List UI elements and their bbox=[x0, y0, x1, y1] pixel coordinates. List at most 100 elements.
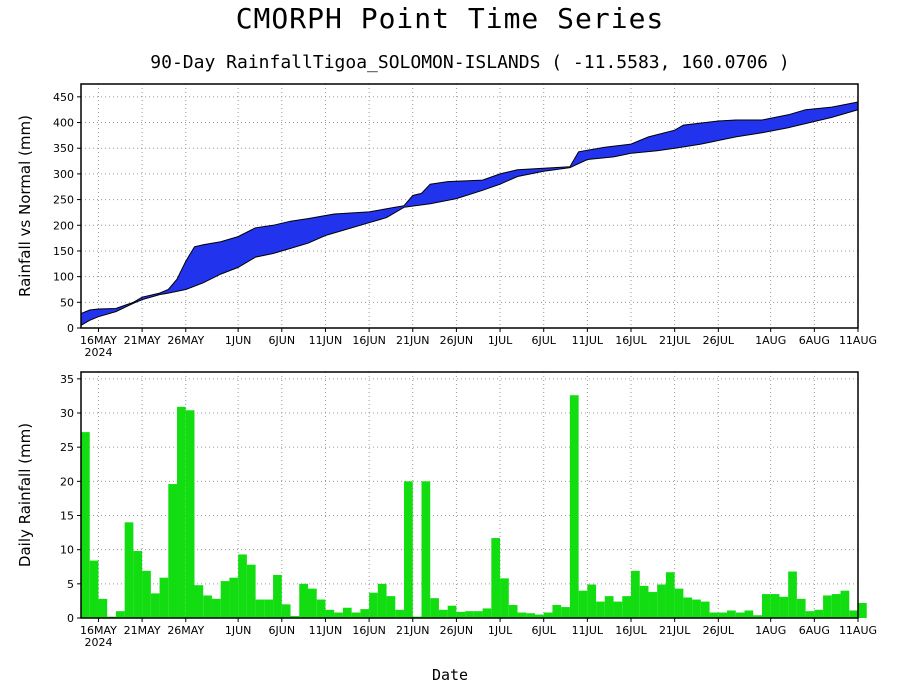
daily-rainfall-bar bbox=[395, 609, 405, 618]
daily-rainfall-bar bbox=[342, 607, 352, 618]
chart-title: CMORPH Point Time Series bbox=[235, 2, 665, 35]
daily-rainfall-bar bbox=[788, 571, 797, 618]
x-tick-label: 11JUN bbox=[309, 624, 343, 637]
daily-rainfall-bar bbox=[552, 605, 562, 618]
daily-rainfall-bar bbox=[587, 584, 597, 618]
daily-rainfall-bar bbox=[316, 599, 326, 618]
daily-rainfall-bar bbox=[779, 596, 789, 618]
daily-rainfall-bar bbox=[98, 598, 108, 618]
chart-subtitle: 90-Day RainfallTigoa_SOLOMON-ISLANDS ( -… bbox=[150, 52, 790, 73]
daily-rainfall-bar bbox=[211, 598, 221, 618]
x-tick-label: 26JUN bbox=[440, 624, 474, 637]
x-axis-title: Date bbox=[431, 666, 469, 684]
daily-rainfall-bar bbox=[185, 410, 195, 618]
daily-rainfall-bar bbox=[281, 604, 291, 618]
daily-rainfall-bar bbox=[273, 574, 282, 618]
y-tick-label: 400 bbox=[53, 117, 74, 130]
daily-rainfall-bar bbox=[770, 594, 780, 618]
x-tick-label: 1JUL bbox=[488, 624, 513, 637]
x-tick-label: 6JUL bbox=[531, 334, 556, 347]
daily-rainfall-bar bbox=[578, 590, 588, 618]
y-tick-label: 200 bbox=[53, 219, 74, 232]
daily-rainfall-bar bbox=[657, 584, 666, 618]
y-tick-label: 100 bbox=[53, 271, 74, 284]
daily-rainfall-bar bbox=[648, 592, 658, 618]
daily-rainfall-bar bbox=[814, 609, 824, 618]
x-tick-label: 21MAY bbox=[124, 334, 161, 347]
x-tick-label: 11AUG bbox=[839, 624, 877, 637]
daily-rainfall-bar bbox=[683, 597, 693, 618]
y-axis-title: Rainfall vs Normal (mm) bbox=[16, 115, 34, 297]
daily-rainfall-bar bbox=[569, 395, 579, 618]
y-tick-label: 0 bbox=[67, 612, 74, 625]
daily-rainfall-bar bbox=[631, 570, 640, 618]
x-tick-label: 21JUL bbox=[659, 624, 691, 637]
x-tick-label: 6AUG bbox=[799, 624, 830, 637]
daily-rainfall-bar bbox=[133, 551, 143, 618]
top-plot-frame bbox=[80, 83, 859, 329]
daily-rainfall-bar bbox=[430, 598, 439, 618]
daily-rainfall-bar bbox=[604, 596, 614, 618]
daily-rainfall-bar bbox=[81, 432, 90, 618]
daily-rainfall-bar bbox=[404, 481, 413, 618]
daily-rainfall-bar bbox=[709, 612, 719, 618]
daily-rainfall-bar bbox=[334, 612, 343, 618]
daily-rainfall-bar bbox=[369, 592, 378, 618]
daily-rainfall-bar bbox=[220, 581, 230, 618]
x-tick-label: 16JUN bbox=[352, 624, 386, 637]
daily-rainfall-bar bbox=[831, 594, 841, 618]
x-tick-label: 11JUL bbox=[572, 334, 604, 347]
daily-rainfall-bar bbox=[115, 611, 125, 618]
daily-rainfall-bar bbox=[473, 611, 483, 618]
x-tick-label: 26MAY bbox=[167, 334, 204, 347]
y-tick-label: 35 bbox=[60, 373, 74, 386]
rainfall-vs-normal-band bbox=[80, 101, 859, 327]
daily-rainfall-bar bbox=[325, 609, 335, 618]
daily-rainfall-bar bbox=[665, 572, 675, 618]
x-tick-label: 26JUL bbox=[703, 624, 735, 637]
x-tick-label: 16JUN bbox=[352, 334, 386, 347]
daily-rainfall-bar bbox=[500, 578, 509, 618]
daily-rainfall-bar bbox=[246, 564, 256, 618]
y-tick-label: 25 bbox=[60, 441, 74, 454]
y-axis-title: Daily Rainfall (mm) bbox=[16, 423, 34, 567]
daily-rainfall-bar bbox=[177, 406, 186, 618]
daily-rainfall-bar bbox=[386, 596, 396, 618]
y-tick-label: 10 bbox=[60, 544, 74, 557]
daily-rainfall-bar bbox=[491, 538, 501, 618]
x-tick-label: 6JUL bbox=[531, 624, 556, 637]
bottom-plot-frame bbox=[80, 371, 859, 619]
y-tick-label: 350 bbox=[53, 142, 74, 155]
daily-rainfall-bar bbox=[735, 612, 745, 618]
daily-rainfall-bar bbox=[168, 484, 178, 618]
daily-rainfall-bar bbox=[299, 583, 308, 618]
x-tick-label: 21JUN bbox=[396, 334, 430, 347]
x-tick-label: 1JUN bbox=[225, 624, 252, 637]
y-tick-label: 50 bbox=[60, 296, 74, 309]
daily-rainfall-bar bbox=[692, 599, 701, 618]
x-tick-label: 26JUL bbox=[703, 334, 735, 347]
daily-rainfall-bar bbox=[639, 585, 649, 618]
daily-rainfall-bar bbox=[613, 601, 623, 618]
daily-rainfall-bar bbox=[229, 577, 239, 618]
daily-rainfall-bar bbox=[508, 605, 518, 618]
x-tick-label: 21JUN bbox=[396, 624, 430, 637]
daily-rainfall-bar bbox=[421, 481, 431, 618]
daily-rainfall-bar bbox=[438, 609, 448, 618]
daily-rainfall-bar bbox=[543, 612, 553, 618]
daily-rainfall-bar bbox=[159, 577, 169, 618]
daily-rainfall-bar bbox=[351, 612, 361, 618]
daily-rainfall-bar bbox=[526, 613, 535, 618]
daily-rainfall-bar bbox=[718, 612, 728, 618]
x-tick-label: 21MAY bbox=[124, 624, 161, 637]
y-tick-label: 0 bbox=[67, 322, 74, 335]
x-tick-label: 11AUG bbox=[839, 334, 877, 347]
daily-rainfall-bar bbox=[456, 611, 466, 618]
daily-rainfall-bar bbox=[622, 596, 632, 618]
daily-rainfall-bar bbox=[753, 615, 762, 618]
daily-rainfall-bar bbox=[238, 554, 247, 618]
x-tick-label: 26MAY bbox=[167, 624, 204, 637]
x-tick-label: 6JUN bbox=[269, 624, 296, 637]
x-tick-year: 2024 bbox=[84, 636, 112, 649]
y-tick-label: 150 bbox=[53, 245, 74, 258]
